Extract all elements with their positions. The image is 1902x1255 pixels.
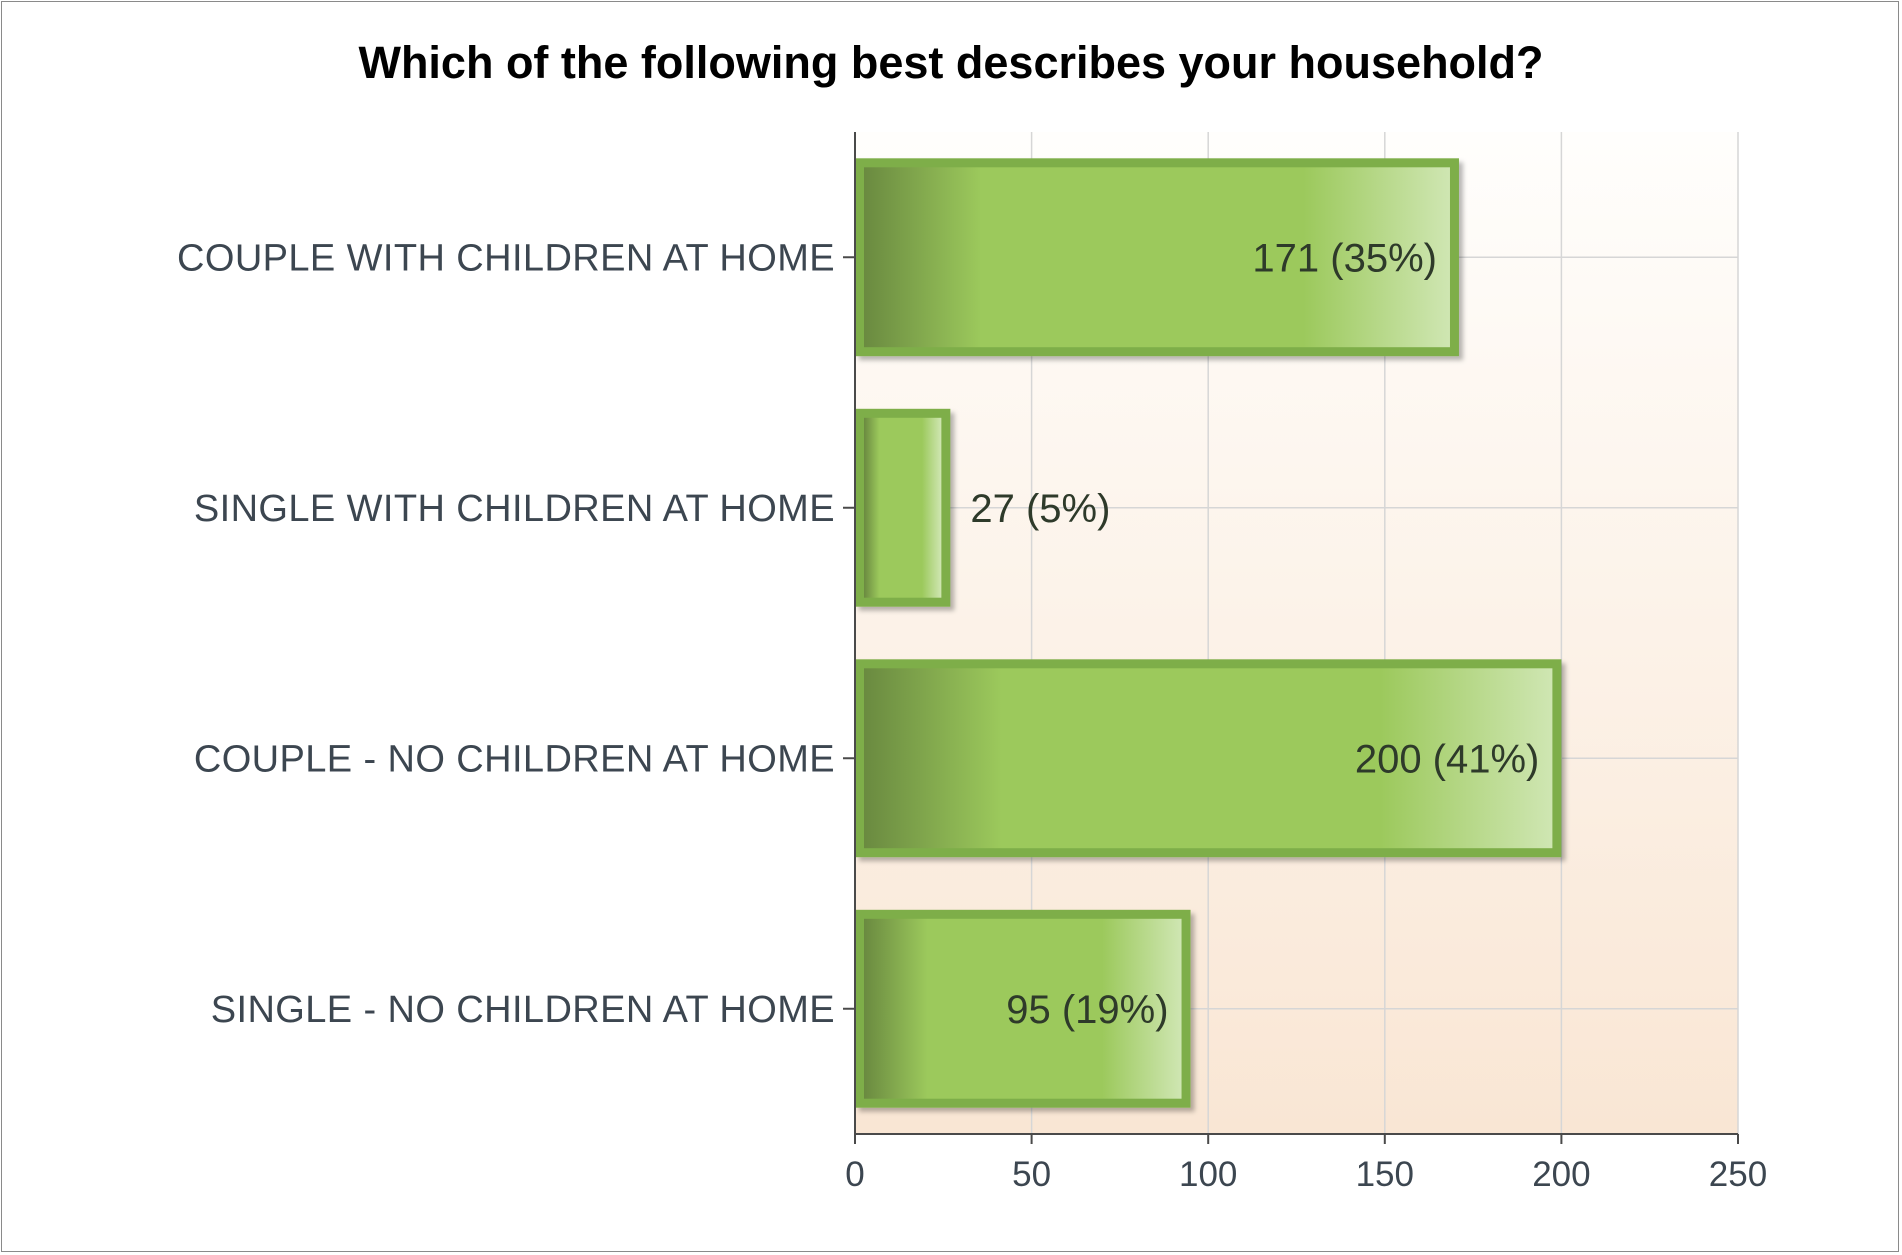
category-label: COUPLE - NO CHILDREN AT HOME bbox=[194, 738, 835, 780]
category-label: SINGLE - NO CHILDREN AT HOME bbox=[211, 989, 835, 1031]
x-tick-label: 150 bbox=[1356, 1155, 1414, 1194]
bar-fill bbox=[864, 668, 1553, 849]
labels: COUPLE WITH CHILDREN AT HOME SINGLE WITH … bbox=[177, 236, 1767, 1194]
x-tick-label: 0 bbox=[845, 1155, 864, 1194]
data-label: 200 (41%) bbox=[1355, 737, 1540, 781]
category-label: SINGLE WITH CHILDREN AT HOME bbox=[194, 488, 835, 530]
data-label: 95 (19%) bbox=[1006, 988, 1168, 1032]
bar bbox=[855, 408, 951, 607]
bar bbox=[855, 659, 1562, 858]
data-label: 27 (5%) bbox=[970, 487, 1110, 531]
bars bbox=[855, 158, 1562, 1108]
bar-fill bbox=[864, 167, 1450, 348]
bar-fill bbox=[864, 417, 942, 598]
bar bbox=[855, 158, 1459, 357]
axes bbox=[843, 132, 1739, 1144]
bar-fill bbox=[864, 918, 1182, 1099]
x-tick-label: 50 bbox=[1012, 1155, 1051, 1194]
chart-title: Which of the following best describes yo… bbox=[358, 37, 1543, 88]
x-tick-label: 100 bbox=[1179, 1155, 1237, 1194]
data-label: 171 (35%) bbox=[1252, 236, 1437, 280]
x-tick-label: 250 bbox=[1709, 1155, 1767, 1194]
bar bbox=[855, 909, 1191, 1108]
category-label: COUPLE WITH CHILDREN AT HOME bbox=[177, 237, 835, 279]
x-tick-label: 200 bbox=[1532, 1155, 1590, 1194]
